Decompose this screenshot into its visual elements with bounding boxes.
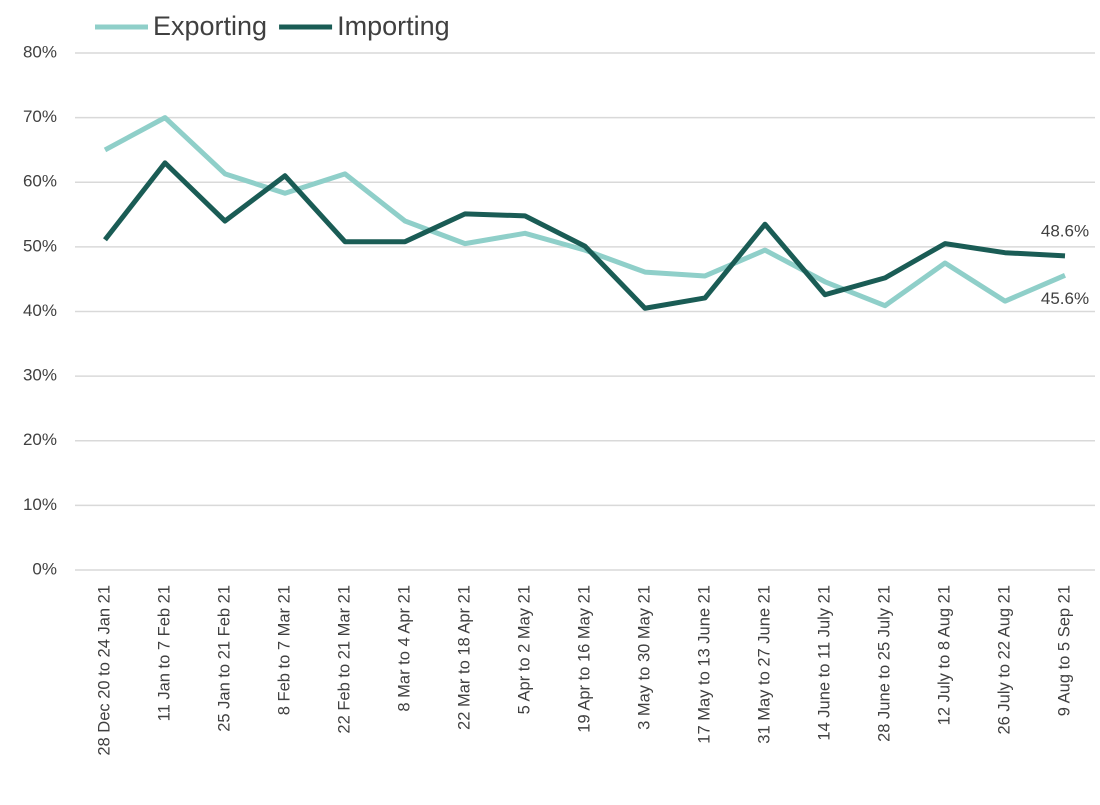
x-tick-label: 8 Feb to 7 Mar 21: [275, 585, 293, 715]
legend-label: Exporting: [153, 11, 267, 41]
x-tick-label: 12 July to 8 Aug 21: [935, 585, 953, 725]
y-tick-label: 80%: [23, 42, 57, 61]
y-tick-label: 20%: [23, 430, 57, 449]
x-tick-label: 11 Jan to 7 Feb 21: [155, 585, 173, 721]
x-tick-label: 14 June to 11 July 21: [815, 585, 833, 741]
series-line: [103, 160, 1066, 311]
x-tick-label: 3 May to 30 May 21: [635, 585, 653, 730]
x-tick-label: 5 Apr to 2 May 21: [515, 585, 533, 714]
y-tick-label: 50%: [23, 236, 57, 255]
legend-label: Importing: [337, 11, 450, 41]
value-label: 48.6%: [1041, 221, 1089, 240]
x-tick-label: 8 Mar to 4 Apr 21: [395, 585, 413, 712]
x-tick-label: 19 Apr to 16 May 21: [575, 585, 593, 733]
y-tick-label: 40%: [23, 301, 57, 320]
series-line: [103, 115, 1066, 309]
y-tick-label: 0%: [32, 559, 57, 578]
x-tick-label: 26 July to 22 Aug 21: [995, 585, 1013, 735]
y-tick-label: 30%: [23, 366, 57, 385]
value-label: 45.6%: [1041, 289, 1089, 308]
x-tick-label: 31 May to 27 June 21: [755, 585, 773, 744]
x-tick-label: 17 May to 13 June 21: [695, 585, 713, 744]
x-tick-label: 22 Mar to 18 Apr 21: [455, 585, 473, 730]
x-tick-label: 28 Dec 20 to 24 Jan 21: [95, 585, 113, 756]
x-tick-label: 25 Jan to 21 Feb 21: [215, 585, 233, 732]
x-tick-label: 22 Feb to 21 Mar 21: [335, 585, 353, 734]
x-tick-label: 9 Aug to 5 Sep 21: [1055, 585, 1073, 716]
x-tick-label: 28 June to 25 July 21: [875, 585, 893, 742]
y-tick-label: 10%: [23, 495, 57, 514]
y-tick-label: 70%: [23, 107, 57, 126]
y-tick-label: 60%: [23, 172, 57, 191]
